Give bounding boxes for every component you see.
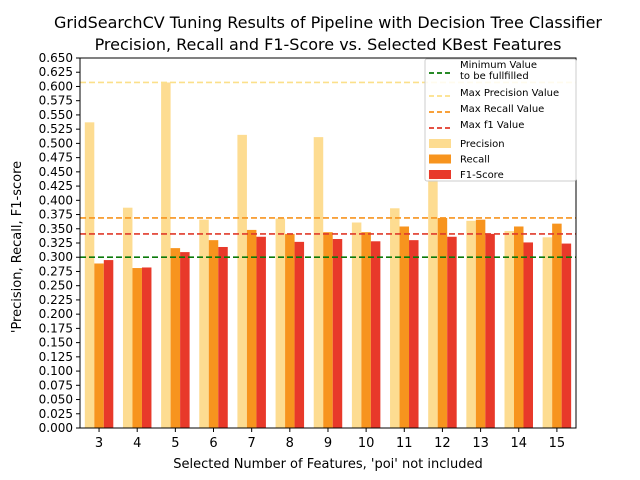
y-tick-label: 0.650 bbox=[39, 51, 73, 65]
y-tick-label: 0.025 bbox=[39, 407, 73, 421]
legend-label-3-0: Max f1 Value bbox=[460, 120, 524, 131]
legend-label-0-1: to be fullfilled bbox=[460, 71, 529, 82]
bar-precision-3 bbox=[84, 122, 95, 429]
x-tick-label: 3 bbox=[95, 436, 103, 451]
bar-precision-12 bbox=[428, 170, 438, 428]
y-tick-label: 0.400 bbox=[39, 193, 73, 207]
bar-recall-11 bbox=[399, 226, 410, 428]
legend-swatch-2 bbox=[429, 170, 451, 179]
bar-f1-score-9 bbox=[332, 239, 343, 428]
y-tick-label: 0.475 bbox=[39, 151, 73, 165]
bar-precision-10 bbox=[351, 222, 362, 428]
x-tick-label: 14 bbox=[510, 436, 527, 451]
bar-recall-15 bbox=[552, 223, 562, 428]
bar-f1-score-13 bbox=[485, 233, 495, 428]
x-tick-label: 8 bbox=[286, 436, 294, 451]
y-tick-label: 0.200 bbox=[39, 307, 73, 321]
x-tick-label: 13 bbox=[472, 436, 489, 451]
bar-recall-3 bbox=[94, 263, 104, 428]
legend-swatch-0 bbox=[429, 139, 451, 148]
y-tick-label: 0.500 bbox=[39, 136, 73, 150]
y-tick-label: 0.625 bbox=[39, 65, 73, 79]
y-tick-label: 0.100 bbox=[39, 364, 73, 378]
bar-precision-7 bbox=[237, 134, 247, 428]
bar-f1-score-10 bbox=[370, 241, 381, 428]
y-tick-label: 0.125 bbox=[39, 350, 73, 364]
bar-f1-score-5 bbox=[180, 252, 190, 428]
legend-swatch-1 bbox=[429, 154, 451, 164]
bar-precision-13 bbox=[466, 220, 476, 428]
y-tick-label: 0.000 bbox=[39, 421, 73, 435]
y-tick-label: 0.150 bbox=[39, 336, 73, 350]
bar-recall-10 bbox=[361, 232, 371, 428]
y-tick-label: 0.450 bbox=[39, 165, 73, 179]
legend-label-0-0: Minimum Value bbox=[460, 60, 537, 71]
bar-recall-8 bbox=[285, 233, 295, 428]
x-tick-label: 10 bbox=[358, 436, 375, 451]
y-tick-label: 0.275 bbox=[39, 264, 73, 278]
bar-f1-score-6 bbox=[218, 246, 228, 428]
bar-precision-5 bbox=[161, 82, 171, 428]
y-tick-label: 0.425 bbox=[39, 179, 73, 193]
y-tick-label: 0.075 bbox=[39, 378, 73, 392]
bar-recall-7 bbox=[246, 229, 257, 428]
bar-precision-14 bbox=[504, 231, 514, 428]
bar-f1-score-7 bbox=[256, 236, 266, 428]
y-tick-label: 0.350 bbox=[39, 222, 73, 236]
bar-recall-14 bbox=[513, 226, 524, 428]
y-tick-label: 0.325 bbox=[39, 236, 73, 250]
y-tick-label: 0.250 bbox=[39, 279, 73, 293]
y-tick-label: 0.550 bbox=[39, 108, 73, 122]
bar-precision-4 bbox=[122, 207, 133, 428]
y-tick-label: 0.175 bbox=[39, 321, 73, 335]
y-axis-label: 'Precision, Recall, F1-score bbox=[10, 161, 25, 333]
legend-label-2-0: Max Recall Value bbox=[460, 104, 544, 115]
legend-series-label-0: Precision bbox=[460, 139, 505, 150]
plot-area: 3 4 5 6 7 8 9 10 11 12 13 14 150.0000.0250.0500.0750… bbox=[39, 51, 577, 451]
bar-precision-8 bbox=[275, 218, 286, 428]
x-tick-label: 11 bbox=[396, 436, 413, 451]
x-tick-label: 4 bbox=[133, 436, 141, 451]
bar-f1-score-15 bbox=[561, 243, 572, 428]
bar-recall-4 bbox=[132, 268, 142, 428]
y-tick-label: 0.225 bbox=[39, 293, 73, 307]
bar-f1-score-14 bbox=[523, 242, 533, 428]
x-tick-label: 5 bbox=[171, 436, 179, 451]
y-tick-label: 0.300 bbox=[39, 250, 73, 264]
legend-label-1-0: Max Precision Value bbox=[460, 88, 559, 99]
bar-f1-score-8 bbox=[294, 241, 305, 428]
y-tick-label: 0.575 bbox=[39, 94, 73, 108]
chart-title-line1: GridSearchCV Tuning Results of Pipeline … bbox=[54, 13, 602, 32]
bar-f1-score-11 bbox=[409, 240, 419, 428]
bar-recall-5 bbox=[170, 248, 181, 428]
x-tick-label: 9 bbox=[324, 436, 332, 451]
x-tick-label: 15 bbox=[549, 436, 566, 451]
x-tick-label: 12 bbox=[434, 436, 451, 451]
chart-title-line2: Precision, Recall and F1-Score vs. Selec… bbox=[95, 35, 562, 54]
axes-frame bbox=[79, 57, 577, 429]
x-axis-label: Selected Number of Features, 'poi' not i… bbox=[173, 457, 483, 472]
legend-series-label-2: F1-Score bbox=[460, 170, 504, 181]
bar-precision-15 bbox=[542, 237, 553, 428]
bar-f1-score-4 bbox=[141, 267, 152, 428]
y-tick-label: 0.375 bbox=[39, 208, 73, 222]
legend-series-label-1: Recall bbox=[460, 155, 490, 166]
y-tick-label: 0.600 bbox=[39, 79, 73, 93]
bar-f1-score-12 bbox=[447, 236, 457, 428]
y-tick-label: 0.525 bbox=[39, 122, 73, 136]
bar-precision-11 bbox=[390, 208, 400, 428]
bar-recall-12 bbox=[437, 217, 448, 428]
bar-recall-9 bbox=[323, 232, 333, 428]
bar-precision-9 bbox=[313, 137, 324, 428]
bar-recall-13 bbox=[475, 219, 486, 428]
y-tick-label: 0.050 bbox=[39, 393, 73, 407]
legend-box bbox=[424, 58, 577, 182]
bar-recall-6 bbox=[208, 240, 219, 428]
bar-precision-6 bbox=[199, 219, 209, 428]
x-tick-label: 6 bbox=[209, 436, 217, 451]
bar-f1-score-3 bbox=[103, 260, 114, 428]
x-tick-label: 7 bbox=[248, 436, 256, 451]
